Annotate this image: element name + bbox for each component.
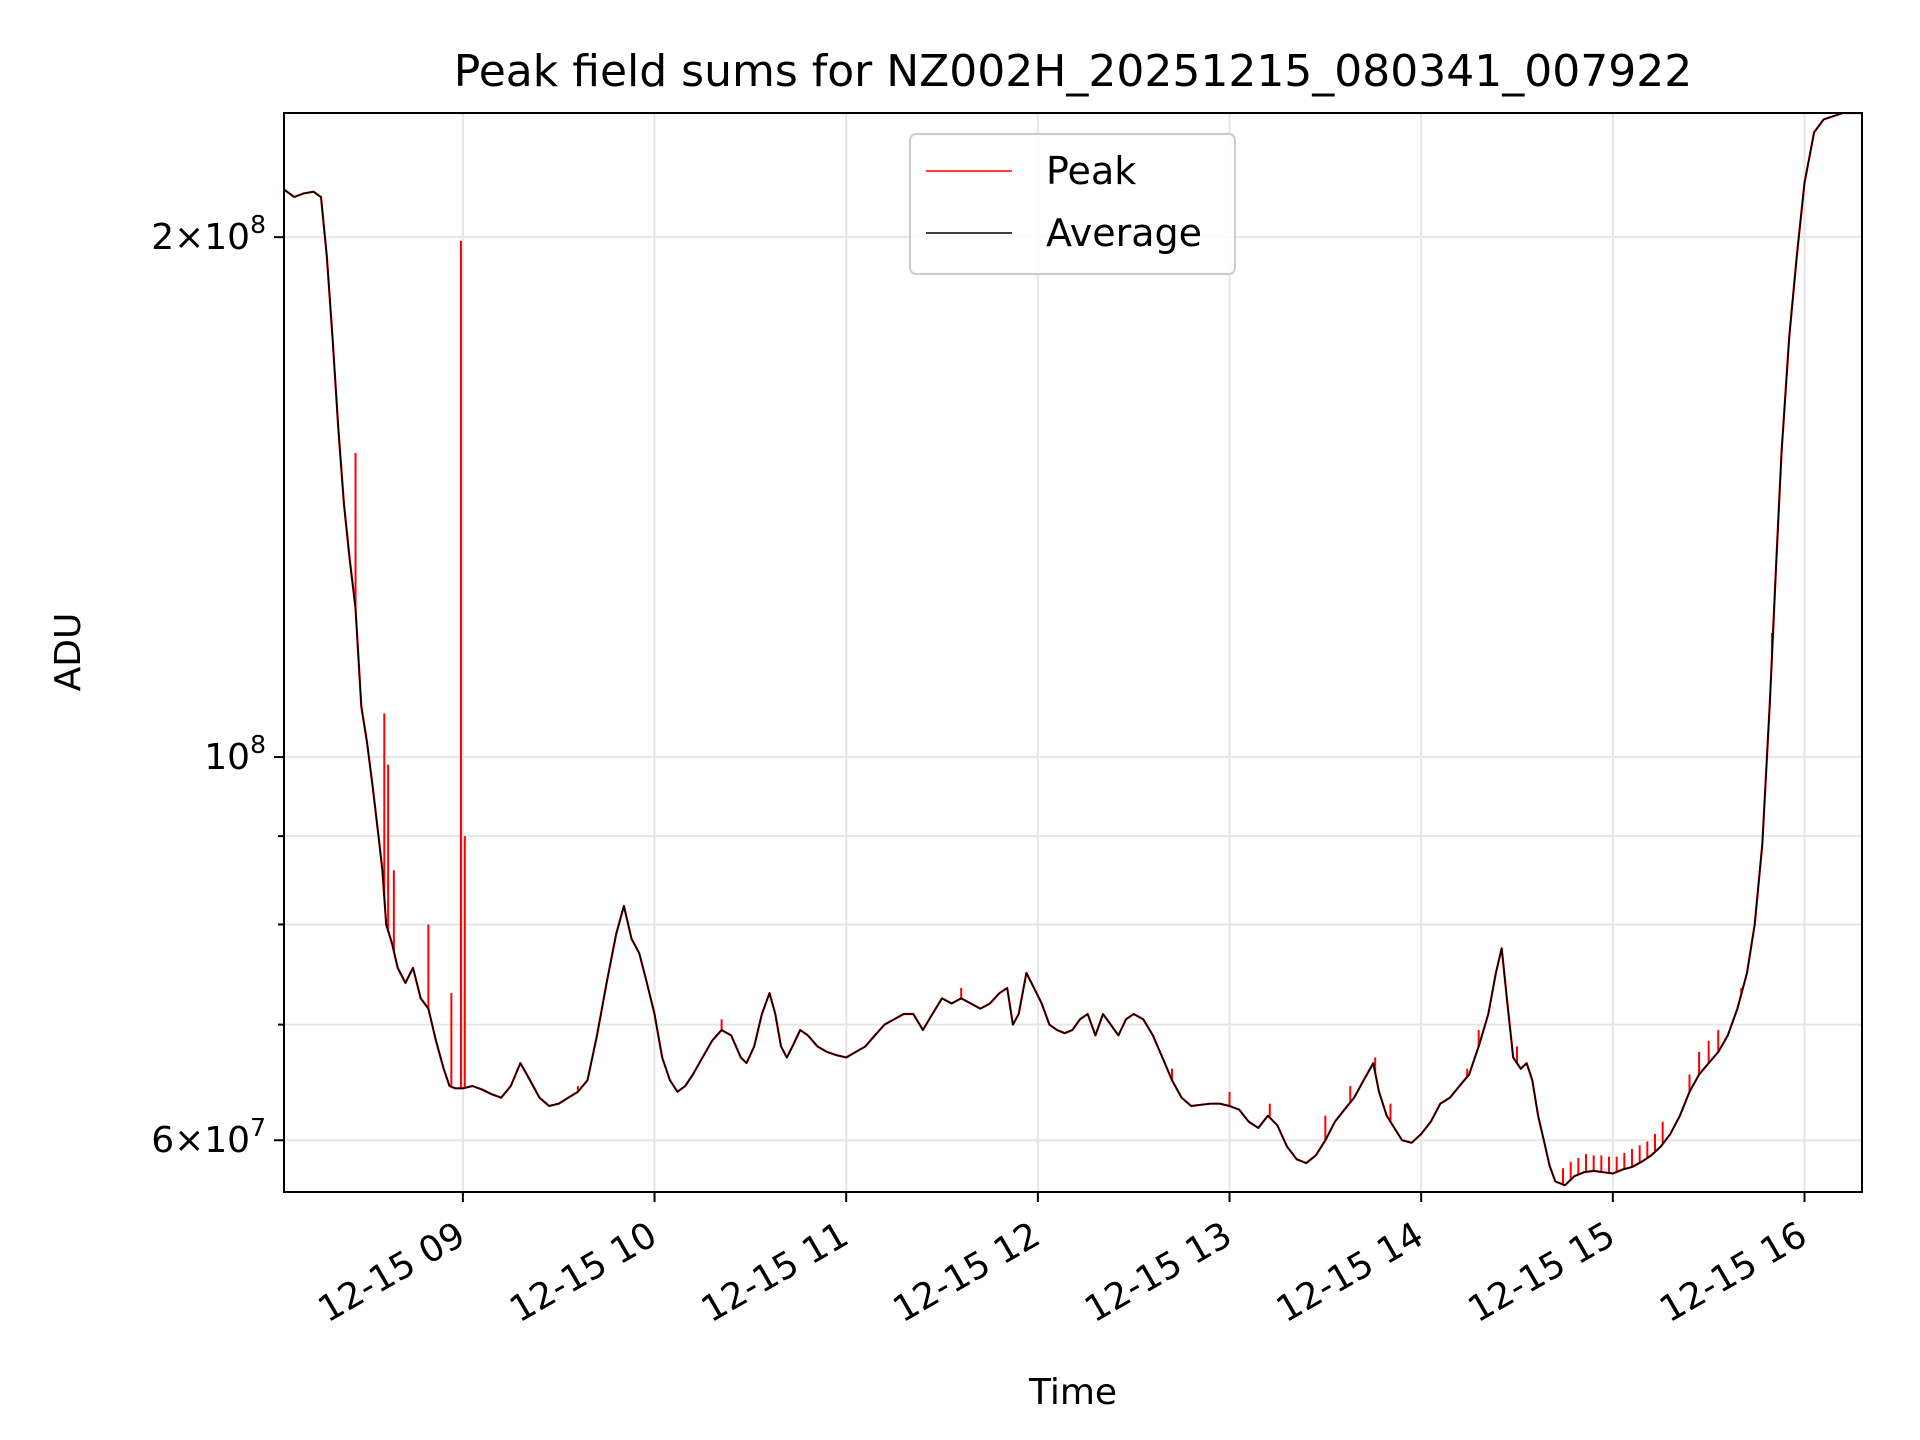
series-group	[284, 113, 1862, 1187]
y-tick-label-part: 10	[204, 217, 250, 258]
y-tick-label-exponent: 8	[250, 210, 266, 239]
x-tick-label: 12-15 15	[1461, 1214, 1622, 1330]
y-tick-label-part: ×	[174, 1120, 204, 1161]
legend-label-average: Average	[1046, 211, 1202, 255]
legend: Peak Average	[909, 133, 1236, 275]
y-tick-label: 6×107	[151, 1113, 266, 1161]
y-tick-label: 108	[204, 730, 266, 778]
plot-frame	[283, 112, 1863, 1193]
legend-label-peak: Peak	[1046, 149, 1136, 193]
series-line-average	[284, 113, 1862, 1187]
y-tick-label-exponent: 7	[250, 1113, 266, 1142]
x-tick-label: 12-15 14	[1270, 1214, 1431, 1330]
y-tick-label-part: 6	[151, 1120, 174, 1161]
x-tick-label: 12-15 11	[695, 1214, 856, 1330]
y-tick-label-part: 10	[204, 1120, 250, 1161]
y-tick-label-exponent: 8	[250, 730, 266, 759]
y-tick-label: 2×108	[151, 210, 266, 258]
x-tick-label: 12-15 09	[311, 1214, 472, 1330]
legend-box	[909, 133, 1236, 275]
x-tick-label: 12-15 16	[1653, 1214, 1814, 1330]
x-tick-label: 12-15 12	[886, 1214, 1047, 1330]
y-tick-label-part: 2	[151, 217, 174, 258]
grid-layer	[284, 113, 1862, 1192]
chart-title: Peak field sums for NZ002H_20251215_0803…	[454, 46, 1692, 97]
y-axis-label: ADU	[48, 613, 89, 692]
y-tick-label-part: 10	[204, 737, 250, 778]
y-tick-label-part: ×	[174, 217, 204, 258]
x-tick-label: 12-15 13	[1078, 1214, 1239, 1330]
series-layer	[284, 113, 1862, 1187]
ticks-layer: 12-15 09 12-15 10 12-15 11 12-15 12 12-15 13…	[151, 210, 1814, 1331]
x-tick-label: 12-15 10	[503, 1214, 664, 1330]
x-axis-label: Time	[1028, 1372, 1117, 1413]
